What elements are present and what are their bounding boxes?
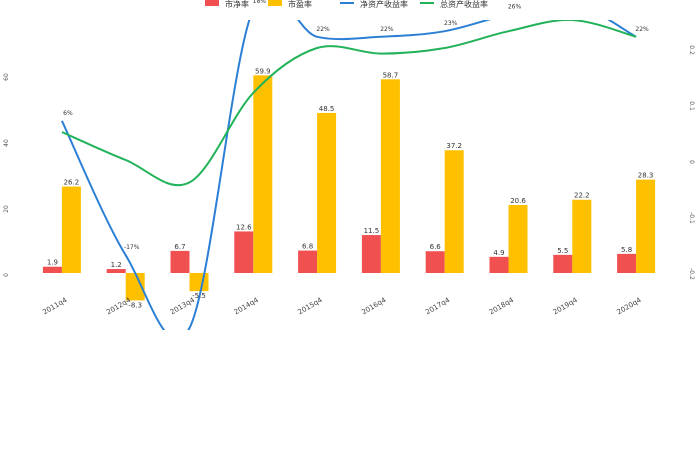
bar-label-1-8: 22.2 [574,192,590,200]
bar-label-0-8: 5.5 [557,247,568,255]
legend-label-1: 市盈率 [288,0,312,9]
left-tick-1: 20 [3,205,10,213]
bars-layer [42,75,656,301]
bar-label-1-7: 20.6 [510,197,526,205]
bar-label-1-6: 37.2 [446,142,462,150]
bar-1-1 [125,273,145,301]
right-tick-1: -0.1 [688,212,695,224]
bar-label-0-9: 5.8 [621,246,632,254]
bar-label-1-0: 26.2 [64,179,80,187]
lines-layer [60,20,637,330]
legend-label-0: 市净率 [225,0,249,9]
bar-label-0-6: 6.6 [430,243,442,251]
bar-label-0-3: 12.6 [236,223,252,231]
bar-label-0-7: 4.9 [493,249,504,257]
line-label-0-9: 22% [635,26,649,33]
left-tick-2: 40 [3,139,10,147]
left-tick-3: 60 [3,73,10,81]
x-tick-2: 2013q4 [169,296,197,317]
bar-label-1-3: 59.9 [255,67,271,75]
x-tick-5: 2016q4 [360,296,388,317]
x-tick-8: 2019q4 [552,296,580,317]
x-tick-0: 2011q4 [41,296,69,317]
left-axis-ticks: 0 20 40 60 [3,73,10,277]
x-tick-3: 2014q4 [233,296,261,317]
bar-0-4 [298,250,318,273]
legend-swatch-1 [268,0,282,6]
bar-0-3 [234,231,254,273]
bar-1-7 [508,205,528,273]
bar-label-1-5: 58.7 [383,71,399,79]
legend-label-2: 净资产收益率 [360,0,408,9]
bar-1-2 [189,273,209,292]
bar-0-5 [361,235,381,273]
line-label-0-4: 22% [316,26,330,33]
bar-0-6 [425,251,445,273]
legend-swatch-0 [205,0,219,6]
line-series-1 [61,20,637,187]
bar-label-0-4: 6.8 [302,243,313,251]
bar-0-1 [106,269,126,273]
bar-0-0 [42,266,62,273]
x-tick-4: 2015q4 [297,296,325,317]
bar-0-9 [617,253,637,273]
line-series-0 [60,20,637,330]
line-label-0-3: 18% [253,0,267,5]
right-tick-3: 0.1 [688,101,695,111]
line-label-0-1: -17% [124,244,140,251]
right-axis-ticks: -0.2 -0.1 0 0.1 0.2 [688,45,695,280]
bar-label-1-4: 48.5 [319,105,335,113]
line-label-0-5: 22% [380,26,394,33]
line-label-0-7: 26% [508,3,522,10]
bar-label-1-2: -5.5 [192,292,206,300]
legend: 市净率 市盈率 净资产收益率 总资产收益率 [205,0,488,9]
bar-1-4 [317,112,337,273]
x-tick-9: 2020q4 [616,296,644,317]
bar-label-0-0: 1.9 [47,259,58,267]
data-labels-layer: 1.9 1.2 6.7 12.6 6.8 11.5 6.6 4.9 5.5 5.8 26.2 -8.3… [47,0,654,309]
bar-label-0-5: 11.5 [364,227,380,235]
bar-label-1-1: -8.3 [128,301,142,309]
x-tick-7: 2018q4 [488,296,516,317]
line-label-0-0: 6% [63,110,73,117]
x-tick-6: 2017q4 [424,296,452,317]
bar-label-0-2: 6.7 [174,243,185,251]
bar-0-8 [553,254,573,273]
legend-label-3: 总资产收益率 [440,0,488,9]
bar-1-6 [444,150,464,273]
bar-1-9 [636,179,656,273]
line-label-0-6: 23% [444,20,458,27]
bar-0-7 [489,256,509,273]
bar-1-5 [380,79,400,273]
bar-1-3 [253,75,273,273]
bar-0-2 [170,250,190,273]
right-tick-4: 0.2 [688,45,695,55]
bar-1-0 [61,186,81,273]
left-tick-0: 0 [3,273,10,277]
right-tick-2: 0 [688,160,695,164]
bar-label-0-1: 1.2 [111,261,122,269]
right-tick-0: -0.2 [688,268,695,280]
bar-1-8 [572,199,592,273]
bar-label-1-9: 28.3 [638,172,654,180]
